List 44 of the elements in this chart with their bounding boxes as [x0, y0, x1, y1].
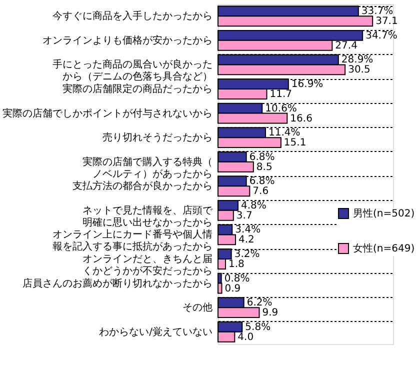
y-tick-label: オンラインだと、きちんと届くかどうかが不安だったから	[82, 254, 212, 277]
y-tick-label: オンラインよりも価格が安かったから	[42, 34, 212, 46]
data-label: 6.8%	[249, 176, 275, 188]
data-label: 33.7%	[361, 6, 394, 18]
data-label: 34.7%	[366, 30, 398, 42]
data-label: 5.8%	[245, 322, 271, 333]
y-tick-label: ネットで見た情報を、店頭で明確に思い出せなかったから	[82, 204, 214, 228]
y-tick-label: 店員さんのお薦めが断り切れなかったから	[22, 277, 212, 290]
data-label: 4.8%	[241, 200, 266, 212]
y-tick-label: 支払方法の都合が良かったから	[72, 180, 212, 192]
y-tick-label: 売り切れそうだったから	[102, 132, 212, 144]
data-label: 27.4	[335, 40, 358, 52]
y-tick-label: 実際の店舗限定の商品だったから	[62, 83, 212, 95]
data-label: 16.6	[290, 113, 312, 124]
data-label: 15.1	[284, 138, 306, 149]
data-label: 3.4%	[235, 224, 261, 236]
data-label: 4.0	[238, 332, 254, 343]
data-label: 3.2%	[234, 249, 260, 260]
y-tick-label: 実際の店舗で購入する特典（ノベルティ）があったから	[82, 156, 212, 180]
data-label: 8.5	[256, 162, 272, 173]
y-tick-label: 実際の店舗でしかポイントが付与されないから	[2, 107, 212, 120]
legend-label: 女性(n=649)	[353, 242, 415, 254]
data-label: 9.9	[262, 308, 278, 319]
data-label: 11.4%	[268, 128, 300, 139]
data-label: 7.6	[252, 186, 269, 198]
legend-label: 男性(n=502)	[353, 208, 415, 220]
y-tick-label: オンライン上にカード番号や個人情報を記入する事に抵抗があったから	[52, 228, 212, 253]
data-label: 0.8%	[224, 273, 250, 284]
data-label: 30.5	[348, 64, 370, 76]
data-label: 11.7	[270, 88, 292, 100]
y-tick-label: わからない/覚えていない	[99, 326, 212, 338]
data-label: 6.2%	[246, 298, 272, 309]
y-tick-label: 手にとった商品の風合いが良かったから（デニムの色落ち具合など）	[52, 58, 212, 83]
data-label: 10.6%	[265, 103, 297, 114]
data-label: 0.9	[224, 283, 241, 294]
data-label: 37.1	[376, 16, 398, 28]
data-label: 28.9%	[341, 54, 374, 66]
data-label: 1.8	[228, 258, 244, 270]
data-label: 16.9%	[291, 79, 324, 90]
data-label: 6.8%	[249, 152, 275, 163]
data-label: 3.7	[236, 210, 252, 222]
y-tick-label: 今すぐに商品を入手したかったから	[52, 10, 212, 22]
y-tick-label: その他	[182, 302, 212, 314]
data-label: 4.2	[238, 234, 254, 246]
